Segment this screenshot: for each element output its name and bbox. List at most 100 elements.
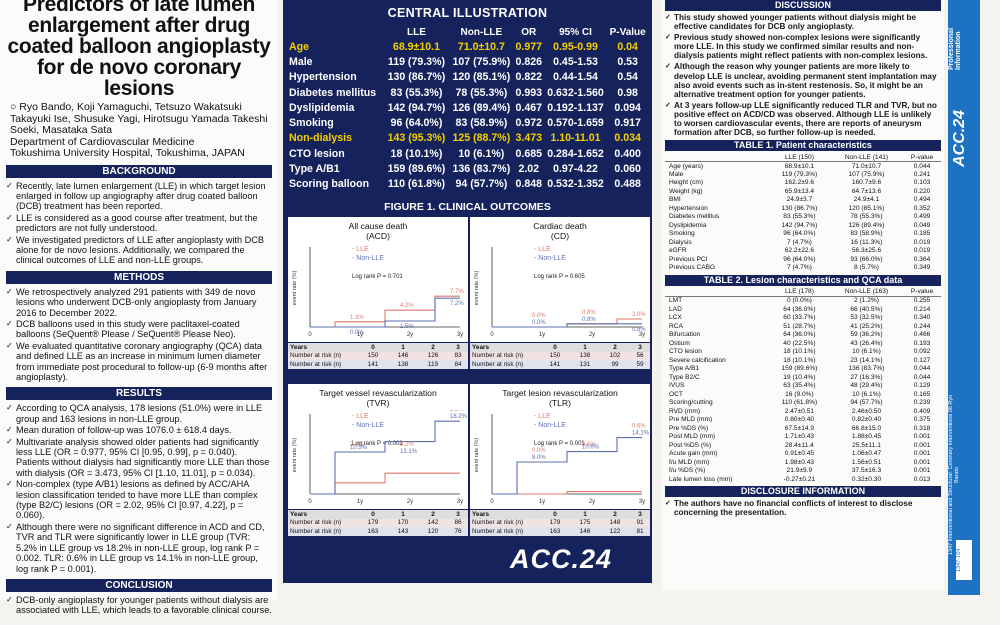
x-tick-label: 0: [490, 499, 494, 505]
table-cell: 96 (64.0%): [783, 255, 816, 263]
row-label: CTO lesion: [669, 348, 702, 356]
x-tick-label: 2y: [407, 499, 413, 505]
chart-subtitle: (ACD): [366, 231, 390, 241]
y-axis-label: event rate (%): [292, 438, 298, 473]
row-label: RVD (mm): [669, 407, 701, 415]
km-chart: Cardiac death (CD) event rate (%) - LLE - No…: [470, 217, 650, 372]
table-row: eGFR 62.2±22.6 56.3±25.6 0.019: [665, 247, 941, 256]
table-cell: 0.060: [614, 163, 641, 176]
list-item: Although the reason why younger patients…: [665, 62, 941, 98]
table-cell: 1.71±0.43: [784, 433, 815, 441]
table1-heading: TABLE 1. Patient characteristics: [665, 140, 941, 152]
row-label: Weight (kg): [669, 187, 703, 195]
row-label: Number at risk (n): [470, 518, 540, 527]
row-label: Years: [288, 510, 358, 519]
table-row: Number at risk (n) 163 146 122 81: [470, 527, 650, 536]
table-row: LAD 64 (36.0%) 66 (40.5%) 0.214: [665, 305, 941, 314]
nonlle-curve: [492, 437, 642, 495]
table-cell: 0.499: [913, 213, 931, 221]
table-cell: 119: [418, 360, 448, 369]
row-label: Number at risk (n): [470, 360, 540, 369]
row-label: Diabetes mellitus: [669, 213, 720, 221]
row-label: eGFR: [669, 247, 687, 255]
nonlle-rate-label: 1.5%: [400, 324, 414, 330]
table-row: IVUS 63 (35.4%) 48 (29.4%) 0.129: [665, 381, 941, 390]
column-header: LLE: [407, 27, 426, 38]
x-tick-label: 3y: [457, 332, 463, 338]
x-tick-label: 3y: [639, 499, 645, 505]
row-label: Smoking: [289, 117, 334, 130]
nonlle-rate-label: 0.0%: [532, 320, 546, 326]
row-label: LMT: [669, 297, 683, 305]
x-tick-label: 3y: [639, 332, 645, 338]
nonlle-rate-label: 0.0%: [350, 330, 364, 336]
table-cell: 43 (26.4%): [850, 339, 883, 347]
list-item: We retrospectively analyzed 291 patients…: [6, 287, 272, 318]
table-cell: 96 (64.0%): [390, 117, 443, 130]
logrank-p: Log rank P = 0.001: [534, 441, 585, 447]
row-label: f/u %DS (%): [669, 467, 706, 475]
table-cell: 0.82±0.40: [851, 416, 882, 424]
table-row: LMT 0 (0.0%) 2 (1.2%) 0.255: [665, 296, 941, 305]
table-cell: 56.3±25.6: [851, 247, 882, 255]
km-chart-box: All cause death (ACD) event rate (%) - LLE -…: [288, 217, 468, 342]
list-item: The authors have no financial conflicts …: [665, 499, 941, 517]
table-row: Hypertension 130 (86.7%) 120 (85.1%) 0.352: [665, 204, 941, 213]
legend-lle: - LLE: [534, 246, 551, 253]
table-cell: 3: [448, 510, 468, 519]
table-cell: 143: [388, 527, 418, 536]
table-cell: 0: [358, 343, 388, 352]
number-at-risk-table: Years 0 1 2 3 Number at risk (n) 179 170 142 86 Nu…: [288, 510, 468, 536]
table-cell: 0.409: [913, 407, 931, 415]
table-row: RCA 51 (28.7%) 41 (25.2%) 0.244: [665, 322, 941, 331]
left-column: Predictors of late lumen enlargement aft…: [0, 0, 278, 615]
table-cell: 0.917: [614, 117, 641, 130]
row-label: Late lumen loss (mm): [669, 475, 733, 483]
table-cell: 94 (57.7%): [455, 178, 508, 191]
table-header-row: LLE (178) Non-LLE (163) P-value: [665, 288, 941, 297]
affiliation-hospital: Tokushima University Hospital, Tokushima…: [10, 147, 245, 159]
table-cell: 0.001: [913, 450, 931, 458]
x-tick-label: 3y: [457, 499, 463, 505]
nonlle-rate-label: 10.6%: [582, 445, 600, 451]
table-cell: 175: [570, 518, 600, 527]
table-cell: 2: [600, 510, 630, 519]
row-label: Previous PCI: [669, 255, 708, 263]
legend-nonlle: - Non-LLE: [352, 255, 384, 262]
column-header: P-value: [903, 153, 941, 163]
table-row: Post %DS (%) 28.4±11.4 25.5±11.1 0.001: [665, 441, 941, 450]
table-cell: 102: [600, 351, 630, 360]
nonlle-rate-label: 0.8%: [632, 327, 646, 333]
table-cell: 71.0±10.7: [457, 40, 505, 53]
table-cell: 66.8±15.0: [851, 424, 882, 432]
table-row: Dialysis 7 (4.7%) 16 (11.3%) 0.019: [665, 238, 941, 247]
row-label: Type B2/C: [669, 373, 700, 381]
table-cell: 10 (6.1%): [852, 390, 881, 398]
table-cell: 68.9±10.1: [392, 40, 440, 53]
column-header: Non-LLE (163): [829, 288, 904, 297]
table-cell: 0.129: [913, 382, 931, 390]
table-row: Type B2/C 19 (10.4%) 27 (16.3%) 0.044: [665, 373, 941, 382]
table-cell: 3: [630, 510, 650, 519]
nonlle-rate-label: 14.1%: [632, 431, 650, 437]
table-cell: 146: [388, 351, 418, 360]
y-axis-label: event rate (%): [474, 271, 480, 306]
table-row: Type A/B1 159 (89.6%) 136 (83.7%) 0.044: [665, 364, 941, 373]
column-header: Non-LLE (141): [829, 153, 904, 163]
table-cell: 83 (55.3%): [783, 213, 816, 221]
chart-title: Cardiac death: [533, 221, 587, 231]
table-cell: 120 (85.1%): [848, 204, 885, 212]
table-cell: 0.255: [913, 297, 931, 305]
table-row: Dyslipidemia 142 (94.7%) 126 (89.4%) 0.467 0…: [286, 100, 648, 115]
discussion-list: This study showed younger patients witho…: [665, 13, 941, 137]
central-illustration-panel: CENTRAL ILLUSTRATION LLE Non-LLE OR 95% …: [283, 0, 652, 583]
table-cell: 18 (10.1%): [783, 348, 816, 356]
table-cell: 162.2±9.6: [784, 179, 815, 187]
table-cell: 0.98: [617, 86, 638, 99]
table-cell: 138: [570, 351, 600, 360]
nonlle-curve: [310, 297, 460, 328]
lle-rate-label: 0.0%: [532, 448, 546, 454]
table-cell: 170: [388, 518, 418, 527]
side-strip: Professional Information ACC.24 1347 Int…: [948, 0, 980, 595]
